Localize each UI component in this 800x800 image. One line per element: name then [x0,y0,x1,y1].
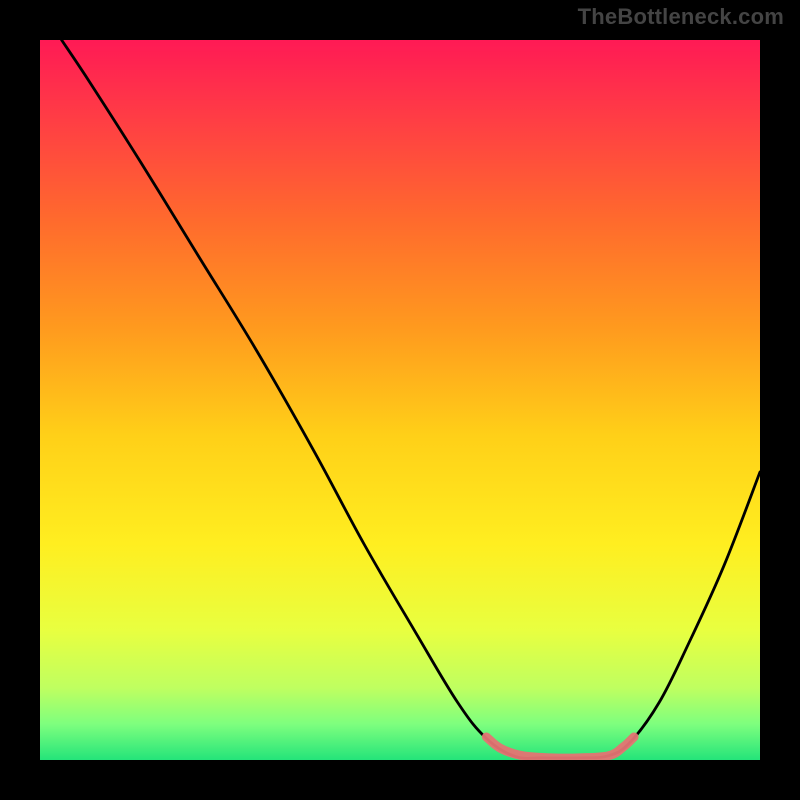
watermark-text: TheBottleneck.com [578,4,784,30]
chart-svg [40,40,760,760]
chart-frame: TheBottleneck.com [0,0,800,800]
plot-area [40,40,760,760]
background-rect [40,40,760,760]
